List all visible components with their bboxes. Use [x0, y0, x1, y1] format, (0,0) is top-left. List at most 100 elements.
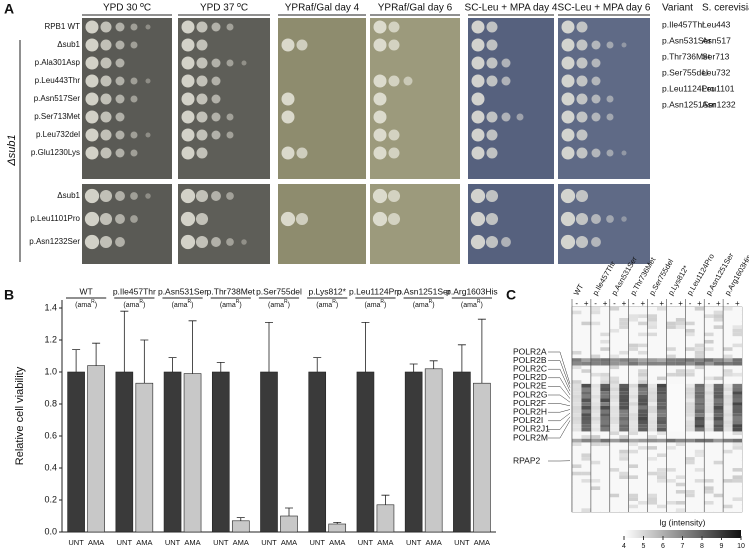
condition-label: -: [613, 299, 616, 308]
error-bar: [313, 357, 322, 372]
heatmap-cell: [647, 431, 657, 436]
heatmap-cell: [590, 317, 601, 322]
heatmap-cell: [732, 468, 742, 472]
colony-spot: [373, 92, 387, 106]
heatmap-cell: [619, 347, 629, 351]
heatmap-cell: [704, 479, 714, 483]
heatmap-cell: [657, 376, 667, 381]
strain-label: RPB1 WT: [44, 22, 80, 31]
heatmap-cell: [572, 460, 582, 465]
heatmap-cell: [619, 457, 629, 461]
heatmap-cell: [694, 358, 705, 362]
heatmap-cell: [732, 339, 742, 344]
heatmap-cell: [581, 479, 591, 483]
heatmap-cell: [609, 336, 620, 340]
heatmap-cell: [628, 336, 639, 340]
colony-spot: [196, 57, 208, 69]
table-cell: Leu732: [702, 67, 731, 77]
heatmap-cell: [619, 427, 629, 432]
x-tick-label: AMA: [88, 538, 104, 547]
heatmap-cell: [647, 446, 657, 450]
heatmap-cell: [694, 365, 705, 370]
heatmap-cell: [685, 325, 695, 329]
heatmap-cell: [647, 468, 657, 472]
heatmap-cell: [647, 490, 657, 494]
heatmap-cell: [675, 427, 686, 432]
heatmap-cell: [685, 387, 695, 392]
heatmap-cell: [704, 321, 714, 326]
heatmap-cell: [675, 468, 686, 472]
sublabel-sup: R: [188, 299, 192, 305]
colony-spot: [295, 212, 309, 226]
colony-spot: [372, 188, 388, 204]
heatmap-cell: [590, 391, 601, 395]
heatmap-cell: [704, 332, 714, 337]
heatmap-cell: [685, 460, 695, 465]
heatmap-cell: [628, 394, 639, 399]
heatmap-cell: [685, 490, 695, 494]
heatmap-cell: [666, 383, 676, 388]
colony-spot: [196, 39, 208, 51]
heatmap-cell: [704, 383, 714, 388]
heatmap-cell: [704, 435, 714, 439]
heatmap-cell: [590, 497, 601, 502]
table-cell: Ser713: [702, 51, 730, 61]
colony-spot: [486, 21, 498, 33]
heatmap-cell: [638, 501, 648, 505]
gene-leader: [548, 368, 571, 392]
heatmap-cell: [647, 328, 657, 333]
colony-spot: [501, 237, 511, 247]
heatmap-cell: [723, 449, 733, 454]
heatmap-cell: [600, 398, 610, 403]
heatmap-cell: [732, 508, 742, 512]
heatmap-cell: [572, 471, 582, 476]
heatmap-cell: [723, 314, 733, 318]
heatmap-cell: [694, 372, 705, 377]
heatmap-cell: [732, 416, 742, 421]
heatmap-cell: [572, 350, 582, 355]
heatmap-cell: [609, 332, 620, 337]
heatmap-cell: [590, 332, 601, 337]
heatmap-cell: [600, 328, 610, 333]
heatmap-cell: [628, 314, 639, 318]
table-cell: p.Leu1124Pro: [662, 83, 715, 93]
heatmap-cell: [619, 325, 629, 329]
sublabel-part: (ama: [316, 302, 332, 309]
heatmap-cell: [619, 468, 629, 472]
heatmap-cell: [657, 350, 667, 355]
colony-spot: [388, 147, 400, 159]
heatmap-cell: [600, 493, 610, 498]
heatmap-cell: [647, 464, 657, 469]
heatmap-cell: [590, 460, 601, 465]
condition-label: +: [697, 299, 702, 308]
heatmap-cell: [600, 424, 610, 428]
heatmap-cell: [675, 501, 686, 505]
colony-spot: [591, 94, 601, 104]
y-tick-label: 1.2: [44, 334, 57, 344]
heatmap-cell: [647, 453, 657, 458]
heatmap-cell: [675, 365, 686, 370]
colony-spot: [85, 92, 99, 106]
heatmap-cell: [657, 372, 667, 377]
heatmap-cell: [609, 493, 620, 498]
heatmap-cell: [666, 486, 676, 491]
heatmap-cell: [694, 431, 705, 436]
heatmap-cell: [666, 457, 676, 461]
heatmap-cell: [581, 380, 591, 384]
heatmap-cell: [638, 446, 648, 450]
colorbar-tick-label: 9: [720, 543, 724, 550]
heatmap-cell: [666, 336, 676, 340]
colony-spot: [115, 112, 125, 122]
heatmap-cell: [704, 350, 714, 355]
heatmap-cell: [581, 372, 591, 377]
colony-spot: [241, 239, 247, 245]
heatmap-cell: [657, 490, 667, 494]
group-label: WT: [80, 286, 93, 296]
heatmap-cell: [723, 350, 733, 355]
gene-leader: [548, 360, 571, 388]
colony-spot: [211, 237, 221, 247]
heatmap-cell: [619, 442, 629, 447]
heatmap-cell: [609, 402, 620, 406]
heatmap-cell: [657, 398, 667, 403]
heatmap-cell: [600, 482, 610, 487]
